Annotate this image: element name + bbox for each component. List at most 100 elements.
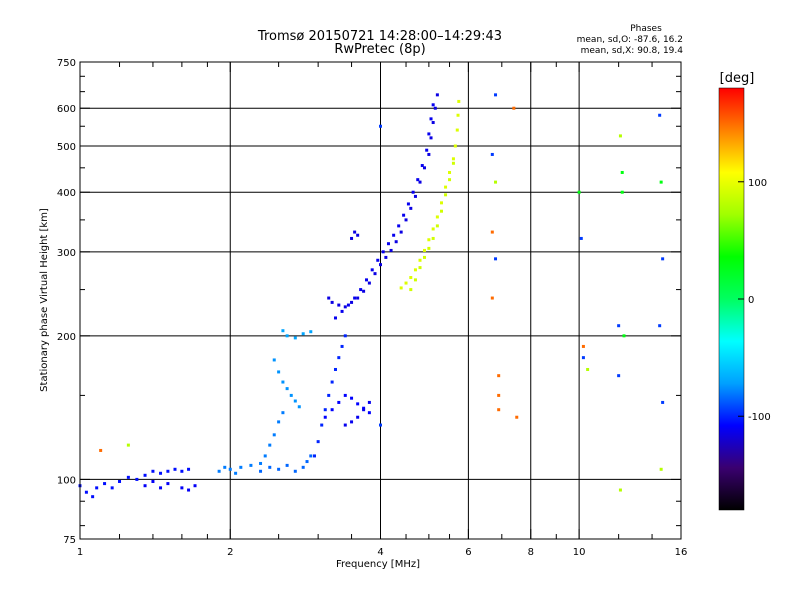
data-point	[95, 486, 99, 490]
data-point	[404, 281, 408, 285]
data-point	[490, 152, 494, 156]
y-tick-label: 75	[63, 535, 76, 546]
data-point	[448, 178, 452, 182]
data-point	[402, 213, 406, 217]
data-point	[379, 124, 382, 128]
x-tick-label: 16	[675, 547, 688, 558]
chart-subtitle: RwPretec (8p)	[334, 42, 425, 57]
data-point	[659, 180, 663, 184]
data-point	[379, 423, 382, 427]
x-tick-label: 2	[227, 547, 233, 558]
data-point	[431, 236, 435, 240]
data-point	[223, 465, 227, 469]
x-tick-label: 8	[528, 547, 534, 558]
data-point	[429, 136, 433, 140]
data-point	[440, 209, 444, 213]
x-tick-label: 4	[377, 547, 383, 558]
data-point	[309, 454, 313, 458]
data-point	[658, 113, 662, 117]
data-point	[268, 465, 272, 469]
data-point	[579, 236, 583, 240]
data-point	[312, 454, 316, 458]
legend-line-x: mean, sd,X: 90.8, 19.4	[581, 46, 684, 56]
data-point	[297, 405, 301, 409]
data-point	[409, 206, 413, 210]
y-tick-label: 500	[57, 142, 76, 153]
data-point	[340, 309, 344, 313]
data-point	[367, 411, 371, 415]
data-point	[103, 482, 107, 486]
grid-lines	[80, 62, 681, 539]
data-point	[389, 248, 393, 252]
data-point	[422, 255, 426, 259]
data-point	[512, 106, 516, 110]
colorbar-tick-label: 0	[748, 295, 754, 306]
y-tick-label: 400	[57, 188, 76, 199]
data-point	[337, 400, 341, 404]
data-point	[413, 194, 417, 198]
data-point	[373, 272, 377, 276]
data-point	[409, 276, 413, 280]
data-point	[281, 380, 285, 384]
data-point	[166, 469, 170, 473]
data-point	[455, 128, 459, 132]
data-point	[301, 465, 305, 469]
data-point	[346, 303, 350, 307]
data-point	[658, 324, 662, 328]
data-point	[427, 152, 431, 156]
data-point	[217, 469, 221, 473]
data-point	[343, 334, 347, 338]
data-point	[618, 488, 622, 492]
data-point	[259, 469, 263, 473]
y-tick-label: 600	[57, 104, 76, 115]
data-point	[431, 121, 435, 125]
data-point	[289, 393, 293, 397]
data-point	[440, 201, 444, 205]
data-point	[418, 258, 422, 262]
data-point	[151, 479, 155, 483]
data-point	[118, 479, 122, 483]
data-point	[187, 488, 191, 492]
data-point	[586, 367, 590, 371]
data-point	[343, 423, 347, 427]
data-point	[340, 344, 344, 348]
data-point	[330, 380, 334, 384]
data-point	[577, 190, 581, 194]
data-point	[581, 356, 585, 360]
data-point	[494, 93, 498, 97]
data-point	[435, 215, 439, 219]
data-point	[281, 329, 285, 333]
data-point	[301, 332, 305, 336]
data-point	[350, 420, 354, 424]
data-point	[659, 467, 663, 471]
data-point	[353, 296, 357, 300]
data-point	[425, 148, 429, 152]
data-point	[293, 399, 297, 403]
data-point	[239, 465, 243, 469]
data-point	[333, 367, 337, 371]
data-point	[427, 238, 431, 242]
data-point	[429, 117, 433, 121]
data-point	[91, 495, 95, 499]
data-point	[320, 423, 324, 427]
data-point	[427, 246, 431, 250]
colorbar-tick-label: -100	[748, 412, 771, 423]
y-tick-label: 100	[57, 475, 76, 486]
data-point	[234, 471, 238, 475]
data-point	[126, 475, 130, 479]
data-point	[228, 467, 232, 471]
legend-heading: Phases	[630, 24, 662, 34]
data-point	[431, 103, 435, 107]
data-point	[159, 486, 163, 490]
x-axis: 1 2 4 6 8 10 16	[77, 62, 688, 558]
y-axis: 75 100 200 300 400 500 600 750	[57, 58, 681, 546]
data-point	[350, 396, 354, 400]
data-point	[497, 374, 501, 378]
data-point	[435, 93, 439, 97]
data-point	[620, 190, 624, 194]
data-point	[494, 257, 498, 261]
data-point	[285, 463, 289, 467]
data-point	[370, 268, 374, 272]
data-point	[277, 370, 281, 374]
